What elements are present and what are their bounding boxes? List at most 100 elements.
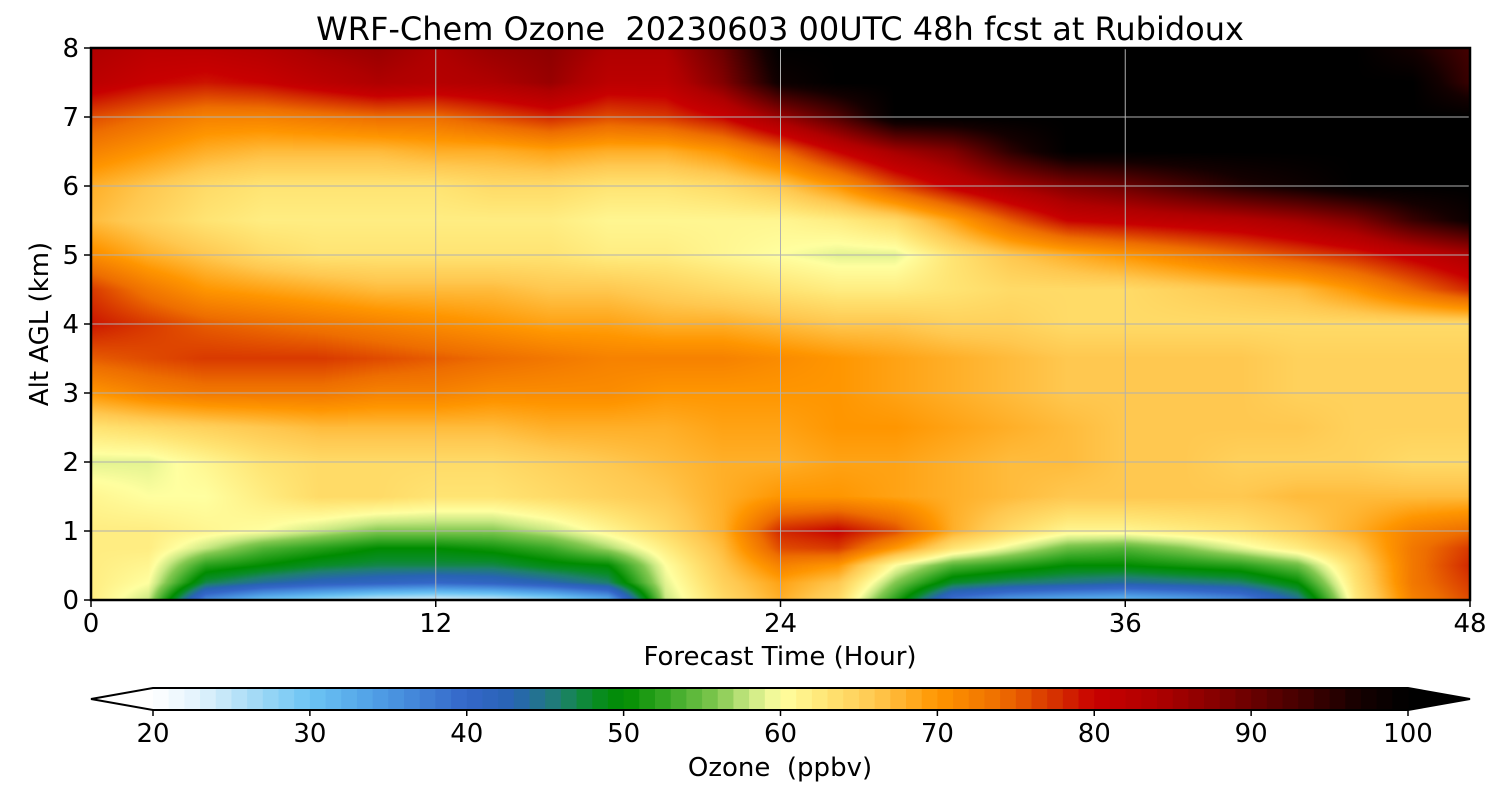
colorbar-tick-label: 30 [293,719,326,749]
colorbar-cell [482,688,499,710]
colorbar-cell [592,688,609,710]
y-tick-label: 4 [62,310,79,340]
colorbar-cell [702,688,719,710]
colorbar-extend-low [91,688,153,710]
colorbar-tick-label: 20 [136,719,169,749]
colorbar-cell [1172,688,1189,710]
chart-title: WRF-Chem Ozone 20230603 00UTC 48h fcst a… [316,10,1244,48]
colorbar-cell [1251,688,1268,710]
colorbar-tick-label: 70 [921,719,954,749]
colorbar-cell [937,688,954,710]
y-axis: 0 1 2 3 4 5 6 7 8 [62,34,91,616]
colorbar-cell [733,688,750,710]
colorbar-cell [513,688,531,710]
colorbar-cell [184,688,201,710]
colorbar-cell [968,688,986,710]
colorbar-cell [168,688,185,710]
colorbar-tick-label: 100 [1383,719,1433,749]
colorbar-cell [388,688,405,710]
colorbar-cell [827,688,844,710]
y-tick-label: 6 [62,172,79,202]
y-axis-label: Alt AGL (km) [25,242,55,406]
colorbar-cell [1188,688,1205,710]
y-tick-label: 3 [62,379,79,409]
colorbar-cell [843,688,860,710]
x-tick-label: 0 [83,609,100,639]
colorbar-cell [890,688,907,710]
colorbar-cell [1015,688,1033,710]
colorbar-cell [1235,688,1252,710]
colorbar-cell [1062,688,1080,710]
colorbar-cell [749,688,766,710]
colorbar-cell [262,688,280,710]
y-tick-label: 5 [62,241,79,271]
x-tick-label: 36 [1109,609,1142,639]
colorbar-cell [1392,688,1409,710]
colorbar-cell [623,688,640,710]
colorbar-cell [906,688,923,710]
colorbar-cell [921,688,938,710]
colorbar-cell [1109,688,1127,710]
colorbar-cell [1157,688,1174,710]
colorbar-cell [419,688,436,710]
y-tick-label: 7 [62,103,79,133]
colorbar-tick-label: 40 [450,719,483,749]
colorbar-cell [1282,688,1299,710]
colorbar-cell [153,688,170,710]
colorbar-cell [1000,688,1017,710]
y-tick-label: 0 [62,586,79,616]
colorbar-cell [1125,688,1142,710]
colorbar-cell [858,688,876,710]
x-axis-label: Forecast Time (Hour) [643,642,916,672]
colorbar-cell [953,688,970,710]
colorbar-label: Ozone (ppbv) [688,753,872,783]
colorbar-cell [309,688,327,710]
colorbar-tick-label: 60 [764,719,797,749]
plot-area [89,46,1472,602]
colorbar-cell [670,688,687,710]
colorbar-cell [1078,688,1095,710]
grid-lines [91,48,1470,600]
colorbar-cell [466,688,484,710]
colorbar-cell [984,688,1001,710]
colorbar-cell [294,688,311,710]
colorbar-cell [811,688,829,710]
colorbar-cell [686,688,703,710]
colorbar-cell [325,688,342,710]
colorbar-cell [639,688,656,710]
colorbar-tick-label: 90 [1235,719,1268,749]
x-tick-label: 48 [1453,609,1486,639]
colorbar-cell [1360,688,1378,710]
colorbar-cell [560,688,578,710]
colorbar-cell [1376,688,1393,710]
colorbar-cell [796,688,813,710]
colorbar-cell [1047,688,1064,710]
colorbar-cell [247,688,264,710]
colorbar-cell [200,688,217,710]
y-tick-label: 8 [62,34,79,64]
y-tick-label: 1 [62,517,79,547]
colorbar: 20 30 40 50 60 70 80 90 100 [90,687,1471,749]
colorbar-cell [545,688,562,710]
colorbar-cell [341,688,358,710]
y-tick-label: 2 [62,448,79,478]
colorbar-cell [874,688,891,710]
colorbar-cell [607,688,625,710]
colorbar-cell [1345,688,1362,710]
colorbar-tick-label: 50 [607,719,640,749]
x-axis: 0 12 24 36 48 [83,600,1487,639]
colorbar-cell [215,688,233,710]
x-tick-label: 24 [764,609,797,639]
colorbar-cell [498,688,515,710]
x-tick-label: 12 [419,609,452,639]
colorbar-cell [1219,688,1237,710]
colorbar-cell [529,688,546,710]
colorbar-cell [764,688,782,710]
colorbar-cell [435,688,452,710]
colorbar-cell [1329,688,1346,710]
colorbar-cell [717,688,735,710]
colorbar-cell [1298,688,1315,710]
colorbar-cell [780,688,797,710]
colorbar-cell [1313,688,1331,710]
